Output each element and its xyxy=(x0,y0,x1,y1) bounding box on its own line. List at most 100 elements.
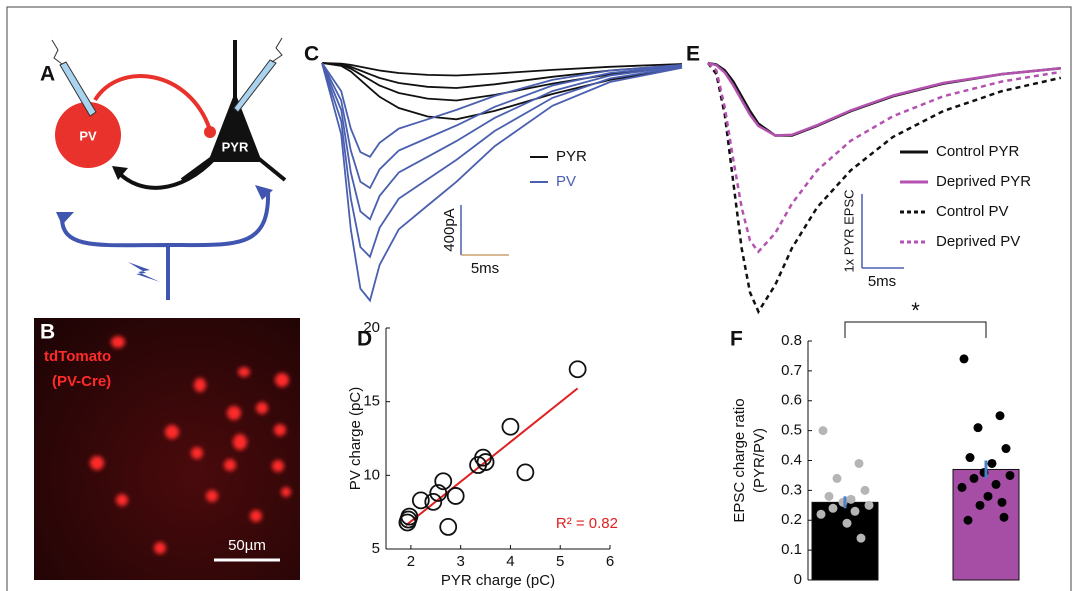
pv-cell xyxy=(55,102,121,168)
arrowhead xyxy=(112,166,128,180)
point xyxy=(832,473,842,483)
point xyxy=(965,453,975,463)
trace xyxy=(321,62,683,259)
scale-bar-label: 400pA xyxy=(441,208,458,251)
stimulus-bolt xyxy=(128,262,160,282)
point xyxy=(1001,444,1011,454)
electrode-wire xyxy=(51,39,63,65)
trace xyxy=(321,62,683,158)
pyr-axon xyxy=(116,156,217,190)
y-axis-label: PV charge (pC) xyxy=(347,387,364,490)
point xyxy=(997,497,1007,507)
image-background xyxy=(34,318,300,580)
point xyxy=(568,360,587,379)
scale-bar-label: 50µm xyxy=(228,537,266,554)
synapse xyxy=(204,126,216,138)
point xyxy=(818,426,828,436)
x-axis-label: PYR charge (pC) xyxy=(441,572,555,589)
trace xyxy=(321,62,683,77)
point xyxy=(400,507,419,526)
panel-label: E xyxy=(686,43,700,66)
bar xyxy=(811,501,879,581)
point xyxy=(429,484,448,502)
input-fibers xyxy=(60,189,271,300)
trace xyxy=(321,62,683,190)
significance: * xyxy=(911,298,920,323)
point xyxy=(850,506,860,516)
point xyxy=(973,423,983,433)
y-tick-label: 0.7 xyxy=(781,362,802,379)
y-tick-label: 15 xyxy=(363,393,380,410)
point xyxy=(856,533,866,543)
panel-label: C xyxy=(304,43,319,66)
scale-bar-label: 1x PYR EPSC xyxy=(841,189,856,272)
frame xyxy=(6,6,1072,591)
point xyxy=(516,463,535,482)
point xyxy=(476,453,495,471)
x-tick-label: 6 xyxy=(606,553,614,570)
legend-label: Control PYR xyxy=(936,143,1020,160)
circuit-diagram: PV PYR xyxy=(51,37,287,300)
point xyxy=(501,417,520,436)
input-terminal xyxy=(255,185,273,200)
trace xyxy=(321,62,683,221)
y-tick-label: 5 xyxy=(372,540,380,557)
legend-label: Control PV xyxy=(936,203,1009,220)
point xyxy=(991,479,1001,489)
pyr-cell xyxy=(208,92,262,162)
point xyxy=(860,485,870,495)
point xyxy=(824,491,834,501)
point xyxy=(987,458,997,468)
y-axis-label: (PYR/PV) xyxy=(751,428,768,493)
image-label: (PV-Cre) xyxy=(52,373,111,390)
point xyxy=(969,473,979,483)
image-label: tdTomato xyxy=(44,348,111,365)
y-tick-label: 20 xyxy=(363,319,380,336)
legend-label: Deprived PYR xyxy=(936,173,1031,190)
point xyxy=(995,411,1005,421)
y-tick-label: 0.6 xyxy=(781,392,802,409)
y-tick-label: 0.1 xyxy=(781,541,802,558)
micrograph: 50µm tdTomato (PV-Cre) xyxy=(34,318,300,580)
legend-label: Deprived PV xyxy=(936,233,1020,250)
point xyxy=(446,487,465,505)
y-tick-label: 0.4 xyxy=(781,451,802,468)
point xyxy=(842,518,852,528)
basal-dendrites xyxy=(180,156,287,182)
point xyxy=(411,491,430,510)
annotation: R² = 0.82 xyxy=(556,515,618,532)
x-tick-label: 2 xyxy=(407,553,415,570)
legend-label: PV xyxy=(556,173,576,190)
point xyxy=(424,492,443,511)
line xyxy=(707,62,1062,254)
point xyxy=(474,448,492,467)
point xyxy=(864,500,874,510)
line xyxy=(707,61,1061,137)
y-tick-label: 0.8 xyxy=(781,332,802,349)
scale-bar-label: 5ms xyxy=(868,273,896,290)
point xyxy=(854,458,864,468)
panel-label: F xyxy=(730,328,743,351)
point xyxy=(846,494,856,504)
point xyxy=(816,509,826,519)
point xyxy=(1005,470,1015,480)
cells xyxy=(90,336,291,554)
y-tick-label: 0.3 xyxy=(781,481,802,498)
trace xyxy=(321,62,683,89)
electrode xyxy=(59,61,97,117)
y-tick-label: 0 xyxy=(794,571,802,588)
y-tick-label: 0.2 xyxy=(781,511,802,528)
point xyxy=(983,491,993,501)
electrode xyxy=(233,59,277,113)
node-label: PYR xyxy=(222,139,249,154)
trace xyxy=(321,62,683,303)
point xyxy=(963,515,973,525)
node-label: PV xyxy=(79,128,97,143)
scale-bar-label: 5ms xyxy=(471,260,499,277)
input-terminal xyxy=(56,212,74,225)
electrode-wire xyxy=(271,37,283,63)
x-tick-label: 4 xyxy=(506,553,514,570)
point xyxy=(828,503,838,513)
y-tick-label: 10 xyxy=(363,466,380,483)
x-tick-label: 5 xyxy=(556,553,564,570)
